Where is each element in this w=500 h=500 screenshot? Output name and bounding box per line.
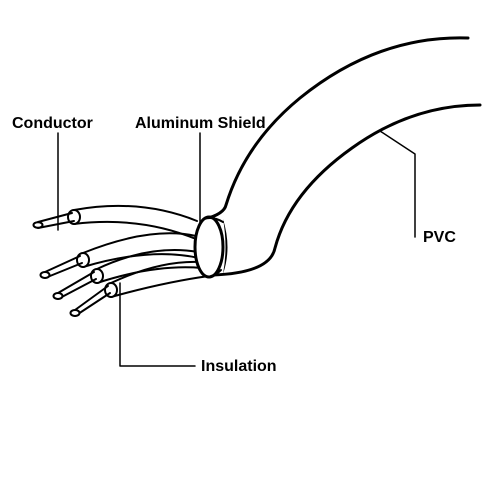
cable-diagram: Conductor Aluminum Shield PVC Insulation (0, 0, 500, 500)
label-insulation: Insulation (201, 358, 277, 375)
label-aluminum-shield: Aluminum Shield (135, 115, 266, 132)
label-conductor: Conductor (12, 115, 93, 132)
cable-drawing (34, 38, 481, 316)
leader-lines (58, 131, 415, 366)
labels: Conductor Aluminum Shield PVC Insulation (12, 115, 456, 375)
label-pvc: PVC (423, 229, 456, 246)
